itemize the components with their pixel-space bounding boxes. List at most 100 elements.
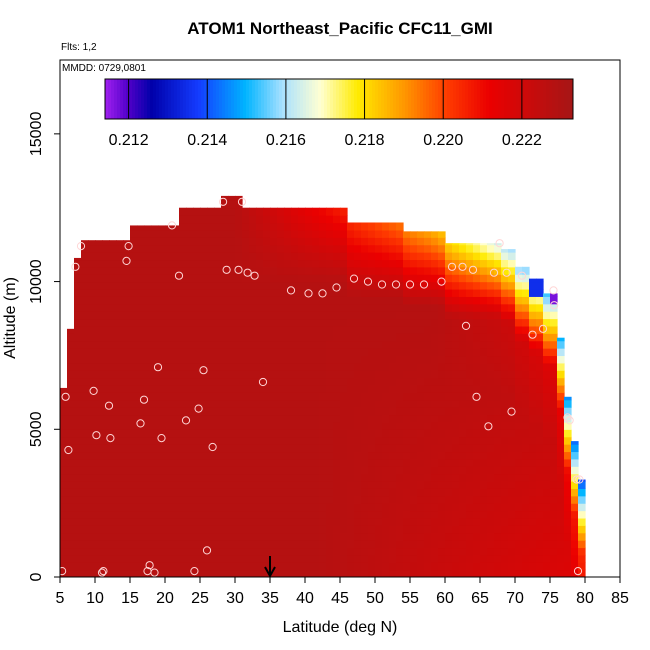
- heatmap-cell: [312, 377, 320, 386]
- heatmap-cell: [291, 540, 299, 549]
- heatmap-cell: [193, 451, 201, 460]
- heatmap-cell: [431, 370, 439, 379]
- heatmap-cell: [410, 466, 418, 475]
- heatmap-cell: [277, 296, 285, 305]
- heatmap-cell: [277, 362, 285, 371]
- heatmap-cell: [361, 288, 369, 297]
- heatmap-cell: [333, 407, 341, 416]
- heatmap-cell: [438, 362, 446, 371]
- heatmap-cell: [571, 562, 579, 571]
- heatmap-cell: [151, 237, 159, 246]
- heatmap-cell: [207, 480, 215, 489]
- heatmap-cell: [263, 274, 271, 283]
- heatmap-cell: [424, 547, 432, 556]
- heatmap-cell: [137, 436, 145, 445]
- heatmap-cell: [116, 517, 124, 526]
- colorbar-segment: [459, 79, 463, 119]
- heatmap-cell: [270, 444, 278, 453]
- heatmap-cell: [179, 444, 187, 453]
- heatmap-cell: [417, 562, 425, 571]
- colorbar-segment: [348, 79, 352, 119]
- heatmap-cell: [81, 554, 89, 563]
- heatmap-cell: [550, 340, 558, 349]
- heatmap-cell: [270, 252, 278, 261]
- heatmap-cell: [361, 266, 369, 275]
- heatmap-cell: [263, 303, 271, 312]
- heatmap-cell: [277, 480, 285, 489]
- heatmap-cell: [494, 510, 502, 519]
- heatmap-cell: [536, 532, 544, 541]
- heatmap-cell: [67, 547, 75, 556]
- heatmap-cell: [102, 325, 110, 334]
- heatmap-cell: [445, 458, 453, 467]
- heatmap-cell: [326, 392, 334, 401]
- heatmap-cell: [354, 377, 362, 386]
- heatmap-cell: [242, 503, 250, 512]
- heatmap-cell: [186, 429, 194, 438]
- heatmap-cell: [522, 429, 530, 438]
- heatmap-cell: [298, 229, 306, 238]
- heatmap-cell: [207, 340, 215, 349]
- heatmap-cell: [557, 540, 565, 549]
- heatmap-cell: [151, 244, 159, 253]
- heatmap-cell: [368, 370, 376, 379]
- heatmap-cell: [298, 340, 306, 349]
- heatmap-cell: [452, 399, 460, 408]
- heatmap-cell: [473, 562, 481, 571]
- heatmap-cell: [186, 495, 194, 504]
- heatmap-cell: [256, 274, 264, 283]
- heatmap-cell: [501, 458, 509, 467]
- heatmap-cell: [305, 288, 313, 297]
- heatmap-cell: [263, 266, 271, 275]
- heatmap-cell: [438, 392, 446, 401]
- heatmap-cell: [480, 458, 488, 467]
- heatmap-cell: [396, 421, 404, 430]
- heatmap-cell: [550, 370, 558, 379]
- heatmap-cell: [193, 252, 201, 261]
- colorbar-segment: [315, 79, 319, 119]
- heatmap-cell: [396, 303, 404, 312]
- heatmap-cell: [326, 325, 334, 334]
- heatmap-cell: [256, 517, 264, 526]
- heatmap-cell: [186, 274, 194, 283]
- heatmap-cell: [529, 311, 537, 320]
- heatmap-cell: [193, 340, 201, 349]
- heatmap-cell: [445, 540, 453, 549]
- sample-point: [458, 262, 467, 271]
- heatmap-cell: [186, 259, 194, 268]
- heatmap-cell: [445, 370, 453, 379]
- heatmap-cell: [438, 333, 446, 342]
- heatmap-cell: [410, 377, 418, 386]
- heatmap-cell: [144, 348, 152, 357]
- heatmap-cell: [368, 384, 376, 393]
- heatmap-cell: [480, 495, 488, 504]
- heatmap-cell: [186, 348, 194, 357]
- heatmap-cell: [494, 562, 502, 571]
- heatmap-cell: [543, 495, 551, 504]
- heatmap-cell: [361, 399, 369, 408]
- heatmap-cell: [263, 444, 271, 453]
- heatmap-cell: [221, 266, 229, 275]
- heatmap-cell: [312, 215, 320, 224]
- heatmap-cell: [137, 377, 145, 386]
- heatmap-cell: [354, 421, 362, 430]
- heatmap-cell: [508, 429, 516, 438]
- heatmap-cell: [340, 252, 348, 261]
- heatmap-cell: [340, 340, 348, 349]
- heatmap-cell: [368, 229, 376, 238]
- heatmap-cell: [333, 503, 341, 512]
- sample-point: [538, 324, 548, 333]
- heatmap-cell: [109, 259, 117, 268]
- heatmap-cell: [200, 540, 208, 549]
- heatmap-cell: [242, 266, 250, 275]
- heatmap-cell: [235, 525, 243, 534]
- heatmap-cell: [165, 547, 173, 556]
- heatmap-cell: [473, 370, 481, 379]
- heatmap-cell: [508, 451, 516, 460]
- heatmap-cell: [221, 414, 229, 423]
- heatmap-cell: [270, 207, 278, 216]
- heatmap-cell: [277, 288, 285, 297]
- heatmap-cell: [396, 311, 404, 320]
- heatmap-cell: [256, 532, 264, 541]
- heatmap-cell: [186, 540, 194, 549]
